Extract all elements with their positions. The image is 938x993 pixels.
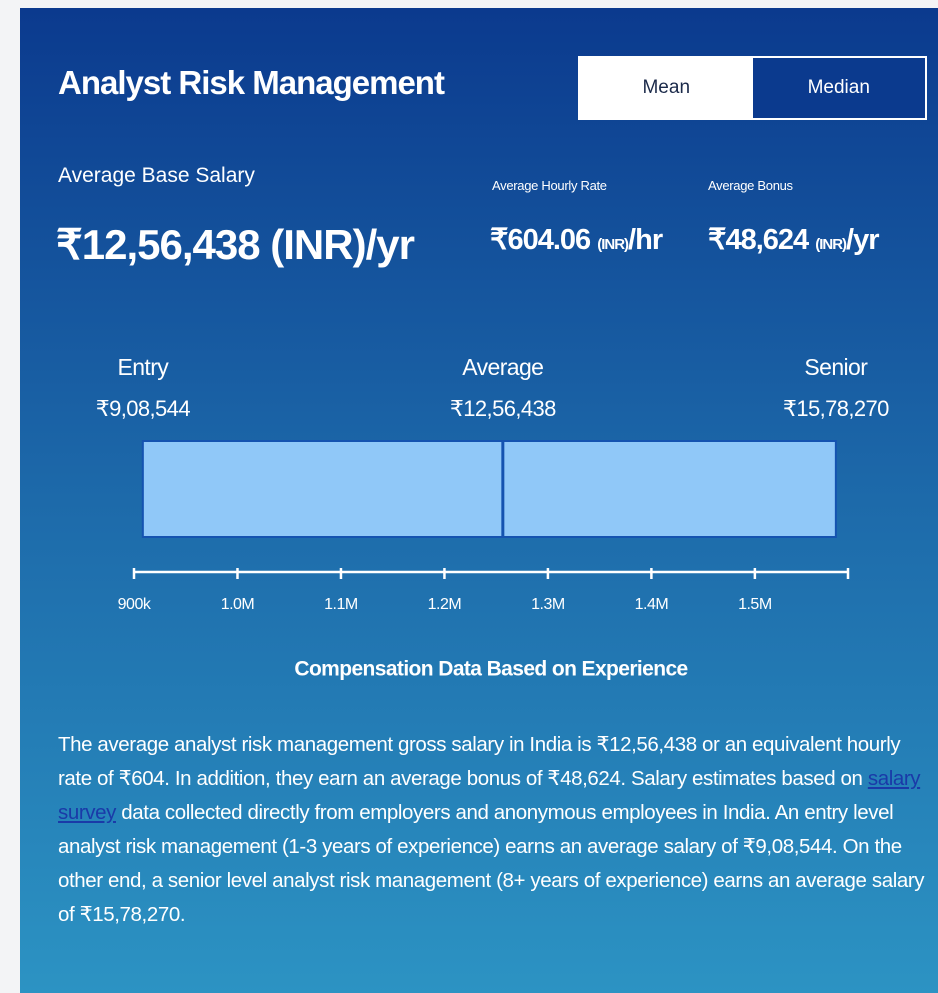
bonus-label: Average Bonus	[708, 178, 793, 193]
amount: ₹604.06	[490, 224, 591, 256]
point-label: ₹15,78,270	[783, 396, 889, 421]
point-name: Senior	[804, 354, 868, 380]
description: The average analyst risk management gros…	[58, 728, 933, 932]
hourly-label: Average Hourly Rate	[492, 178, 607, 193]
title: Analyst Risk Management	[58, 64, 445, 101]
x-tick-label: 1.0M	[221, 596, 255, 613]
period: /yr	[365, 221, 415, 268]
hourly-value: ₹604.06 (INR)/hr	[490, 222, 663, 257]
base-value: ₹12,56,438 (INR)/yr	[56, 220, 415, 269]
range-bar	[141, 440, 837, 538]
x-tick-label: 1.5M	[738, 596, 772, 613]
point-label: ₹9,08,544	[96, 396, 191, 421]
point-label: ₹12,56,438	[450, 396, 556, 421]
caption: Compensation Data Based on Experience	[294, 658, 687, 681]
mean-button[interactable]: Mean	[580, 58, 753, 118]
text: data collected directly from employers a…	[58, 801, 925, 926]
x-tick-label: 900k	[118, 596, 152, 613]
period: /hr	[628, 224, 663, 256]
unit: (INR)	[815, 236, 847, 253]
x-tick-label: 1.4M	[635, 596, 669, 613]
base-label: Average Base Salary	[58, 164, 255, 187]
period: /yr	[846, 224, 879, 256]
x-tick-label: 1.1M	[324, 596, 358, 613]
median-button[interactable]: Median	[752, 58, 925, 118]
x-tick-label: 1.3M	[531, 596, 565, 613]
unit: (INR)	[597, 236, 629, 253]
amount: ₹12,56,438	[56, 221, 261, 268]
point-name: Entry	[117, 354, 169, 380]
amount: ₹48,624	[708, 224, 809, 256]
point-name: Average	[462, 354, 543, 380]
x-tick-label: 1.2M	[428, 596, 462, 613]
unit: (INR)	[270, 221, 366, 268]
bonus-value: ₹48,624 (INR)/yr	[708, 222, 880, 257]
range-chart: Compensation Data Based on Experience 90…	[96, 354, 890, 681]
link[interactable]: salary survey	[58, 767, 921, 824]
text: The average analyst risk management gros…	[58, 733, 901, 790]
toggle: Mean Median	[578, 56, 927, 120]
